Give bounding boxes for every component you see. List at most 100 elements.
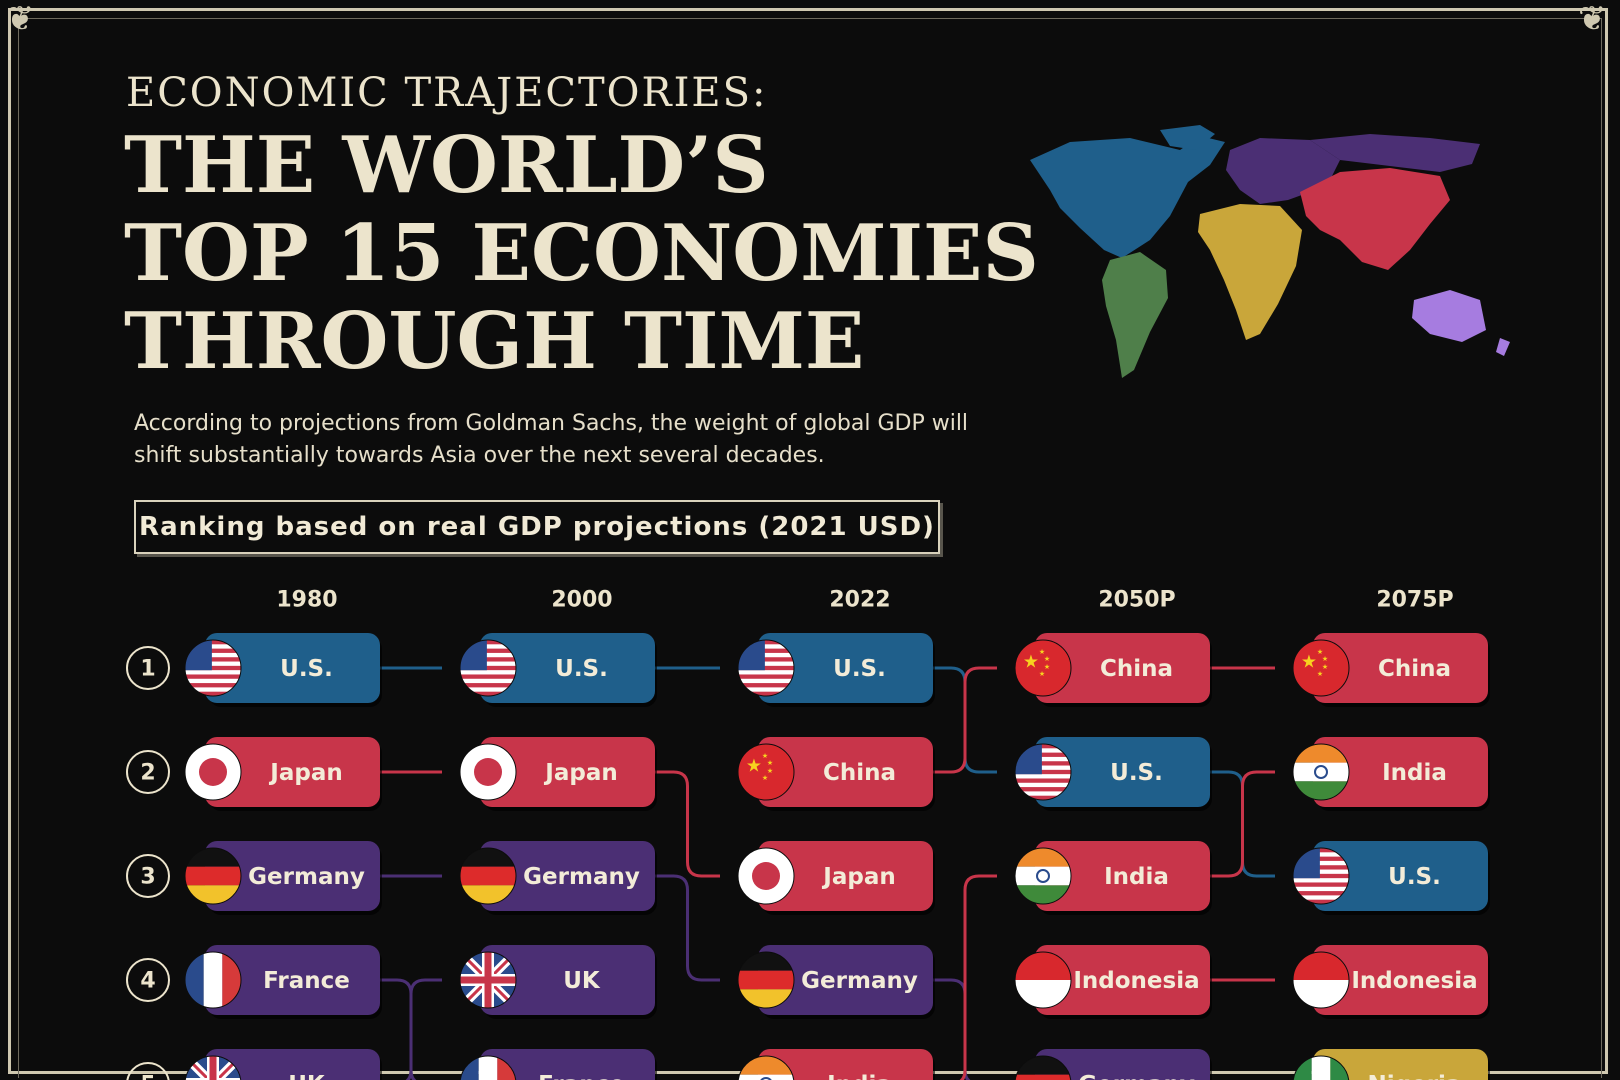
title-line: TOP 15 ECONOMIES	[124, 208, 1039, 299]
map-north-america	[1030, 136, 1225, 258]
country-pill	[205, 945, 380, 1015]
country-cell: India	[1292, 737, 1490, 811]
country-pill	[1313, 841, 1488, 911]
country-pill	[480, 737, 655, 807]
country-pill	[205, 737, 380, 807]
country-label: U.S.	[555, 656, 608, 682]
country-label: France	[263, 968, 350, 994]
country-pill	[758, 841, 933, 911]
in-flag-icon	[1014, 847, 1072, 905]
map-greenland	[1160, 125, 1215, 150]
rank-number: 5	[140, 1073, 155, 1080]
connector-line	[405, 978, 442, 1080]
country-label: India	[827, 1072, 892, 1080]
country-label: Nigeria	[1368, 1072, 1462, 1080]
subtitle: According to projections from Goldman Sa…	[134, 411, 969, 468]
corner-ornament-icon: ❦	[1578, 0, 1607, 39]
world-map-icon	[1030, 125, 1510, 378]
country-label: Germany	[1078, 1072, 1195, 1080]
fr-flag-icon	[184, 951, 242, 1009]
country-label: UK	[288, 1072, 326, 1080]
column-header: 2050P	[1098, 588, 1175, 613]
country-label: France	[538, 1072, 625, 1080]
connector-line	[1210, 770, 1275, 878]
country-pill	[1313, 945, 1488, 1015]
svg-text:★: ★	[1317, 648, 1323, 656]
in-flag-icon	[1292, 743, 1350, 801]
country-pill	[1313, 633, 1488, 703]
uk-flag-icon	[459, 951, 517, 1009]
country-pill	[1035, 1049, 1210, 1080]
country-pill	[758, 945, 933, 1015]
rank-circle	[126, 1062, 170, 1080]
country-label: Indonesia	[1351, 968, 1477, 994]
country-pill	[1035, 737, 1210, 807]
country-cell: India	[737, 1049, 935, 1080]
country-cell: India	[1014, 841, 1212, 915]
rank-circle	[126, 854, 170, 898]
rank-number: 3	[140, 865, 155, 890]
column-header: 2000	[551, 588, 612, 613]
country-pill	[1035, 633, 1210, 703]
country-cell: Nigeria	[1292, 1049, 1490, 1080]
country-pill	[480, 1049, 655, 1080]
country-pill	[480, 945, 655, 1015]
map-asia	[1300, 168, 1450, 270]
rank-number: 2	[140, 761, 155, 786]
country-cell: U.S.	[737, 633, 935, 707]
id-flag-icon	[1292, 951, 1350, 1009]
country-cell: Germany	[459, 841, 657, 915]
country-pill	[205, 633, 380, 703]
kicker: ECONOMIC TRAJECTORIES:	[126, 70, 768, 116]
us-flag-icon	[1014, 743, 1072, 801]
country-pill	[1313, 1049, 1488, 1080]
svg-text:★: ★	[1044, 655, 1050, 663]
country-pill	[758, 737, 933, 807]
map-russia	[1310, 134, 1480, 172]
country-cell: UK	[459, 945, 657, 1019]
country-cell: U.S.	[184, 633, 382, 707]
country-pill	[205, 1049, 380, 1080]
cn-flag-icon: ★ ★★★★	[1014, 639, 1072, 697]
country-pill	[1035, 841, 1210, 911]
connector-line	[655, 874, 720, 982]
country-pill	[205, 841, 380, 911]
us-flag-icon	[737, 639, 795, 697]
svg-text:★: ★	[1301, 652, 1317, 673]
country-label: U.S.	[1388, 864, 1441, 890]
country-cell: ★ ★★★★ China	[1292, 633, 1490, 707]
svg-text:★: ★	[762, 774, 768, 782]
title-line: THROUGH TIME	[124, 296, 865, 387]
map-africa	[1198, 204, 1302, 340]
connector-line	[655, 770, 720, 878]
svg-text:★: ★	[767, 759, 773, 767]
in-flag-icon	[737, 1055, 795, 1080]
country-label: China	[823, 760, 896, 786]
country-cell: Indonesia	[1014, 945, 1212, 1019]
id-flag-icon	[1014, 951, 1072, 1009]
us-flag-icon	[1292, 847, 1350, 905]
country-cell: Germany	[1014, 1049, 1212, 1080]
cn-flag-icon: ★ ★★★★	[1292, 639, 1350, 697]
de-flag-icon	[459, 847, 517, 905]
rank-circle	[126, 958, 170, 1002]
connector-line	[959, 874, 997, 1080]
svg-text:★: ★	[767, 767, 773, 775]
country-cell: Indonesia	[1292, 945, 1490, 1019]
country-cell: ★ ★★★★ China	[737, 737, 935, 811]
svg-text:★: ★	[762, 752, 768, 760]
corner-ornament-icon: ❦	[6, 0, 35, 39]
country-pill	[480, 633, 655, 703]
country-pill	[480, 841, 655, 911]
country-cell: Japan	[459, 737, 657, 811]
country-cell: France	[184, 945, 382, 1019]
svg-text:★: ★	[746, 756, 762, 777]
cn-flag-icon: ★ ★★★★	[737, 743, 795, 801]
country-label: U.S.	[1110, 760, 1163, 786]
us-flag-icon	[459, 639, 517, 697]
column-header: 2022	[829, 588, 890, 613]
column-header: 2075P	[1376, 588, 1453, 613]
country-label: U.S.	[280, 656, 333, 682]
country-cell: France	[459, 1049, 657, 1080]
